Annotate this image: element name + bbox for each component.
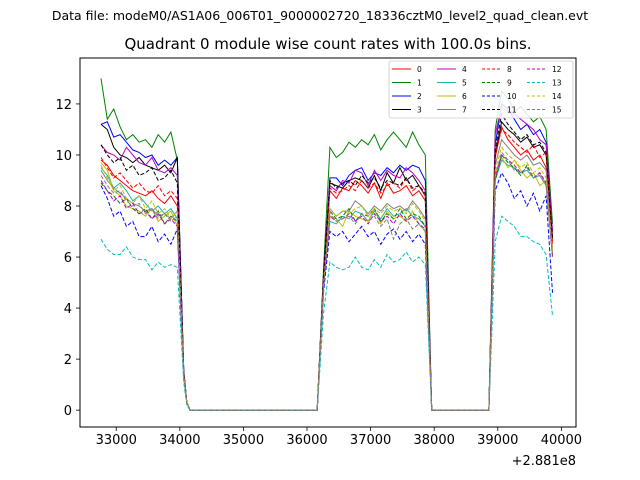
series-line-5 — [100, 159, 553, 411]
legend-label-7: 7 — [462, 106, 467, 115]
y-tick-label: 2 — [64, 353, 72, 368]
legend-label-6: 6 — [462, 92, 467, 101]
legend-label-5: 5 — [462, 79, 467, 88]
x-tick-label: 38000 — [414, 433, 455, 448]
series-line-12 — [100, 154, 553, 411]
plot-lines — [100, 78, 553, 411]
x-tick-label: 37000 — [350, 433, 391, 448]
plot-frame — [79, 57, 577, 428]
legend-label-3: 3 — [417, 106, 422, 115]
y-tick-label: 8 — [64, 200, 72, 215]
chart-title: Quadrant 0 module wise count rates with … — [124, 35, 531, 53]
series-line-6 — [100, 156, 553, 411]
y-tick-label: 6 — [64, 251, 72, 266]
x-tick-label: 33000 — [96, 433, 137, 448]
x-tick-label: 40000 — [541, 433, 582, 448]
x-tick-label: 35000 — [223, 433, 264, 448]
legend-label-10: 10 — [507, 92, 517, 101]
y-tick-label: 10 — [55, 149, 72, 164]
legend-label-0: 0 — [417, 65, 422, 74]
legend-label-15: 15 — [552, 106, 562, 115]
x-offset-label: +2.881e8 — [512, 454, 576, 469]
legend-label-14: 14 — [552, 92, 562, 101]
legend-label-2: 2 — [417, 92, 422, 101]
y-tick-label: 0 — [64, 404, 72, 419]
x-tick-label: 34000 — [159, 433, 200, 448]
series-line-13 — [100, 215, 553, 411]
legend-frame — [388, 60, 574, 119]
legend-label-1: 1 — [417, 79, 422, 88]
series-line-7 — [100, 138, 553, 411]
legend-label-9: 9 — [507, 79, 512, 88]
x-tick-label: 36000 — [286, 433, 327, 448]
suptitle: Data file: modeM0/AS1A06_006T01_90000027… — [52, 8, 588, 23]
legend-label-13: 13 — [552, 79, 562, 88]
series-line-9 — [100, 153, 553, 411]
series-line-8 — [100, 128, 553, 411]
y-tick-label: 12 — [55, 98, 72, 113]
legend-label-12: 12 — [552, 65, 562, 74]
legend-label-11: 11 — [507, 106, 517, 115]
series-line-15 — [100, 151, 553, 411]
series-line-0 — [100, 125, 553, 411]
series-line-14 — [100, 146, 553, 411]
series-line-10 — [100, 171, 553, 411]
y-tick-label: 4 — [64, 302, 72, 317]
x-tick-label: 39000 — [477, 433, 518, 448]
legend-label-4: 4 — [462, 65, 467, 74]
axes-ticks: 33000 34000 35000 36000 37000 38000 39000 40000… — [55, 98, 582, 448]
legend-label-8: 8 — [507, 65, 512, 74]
